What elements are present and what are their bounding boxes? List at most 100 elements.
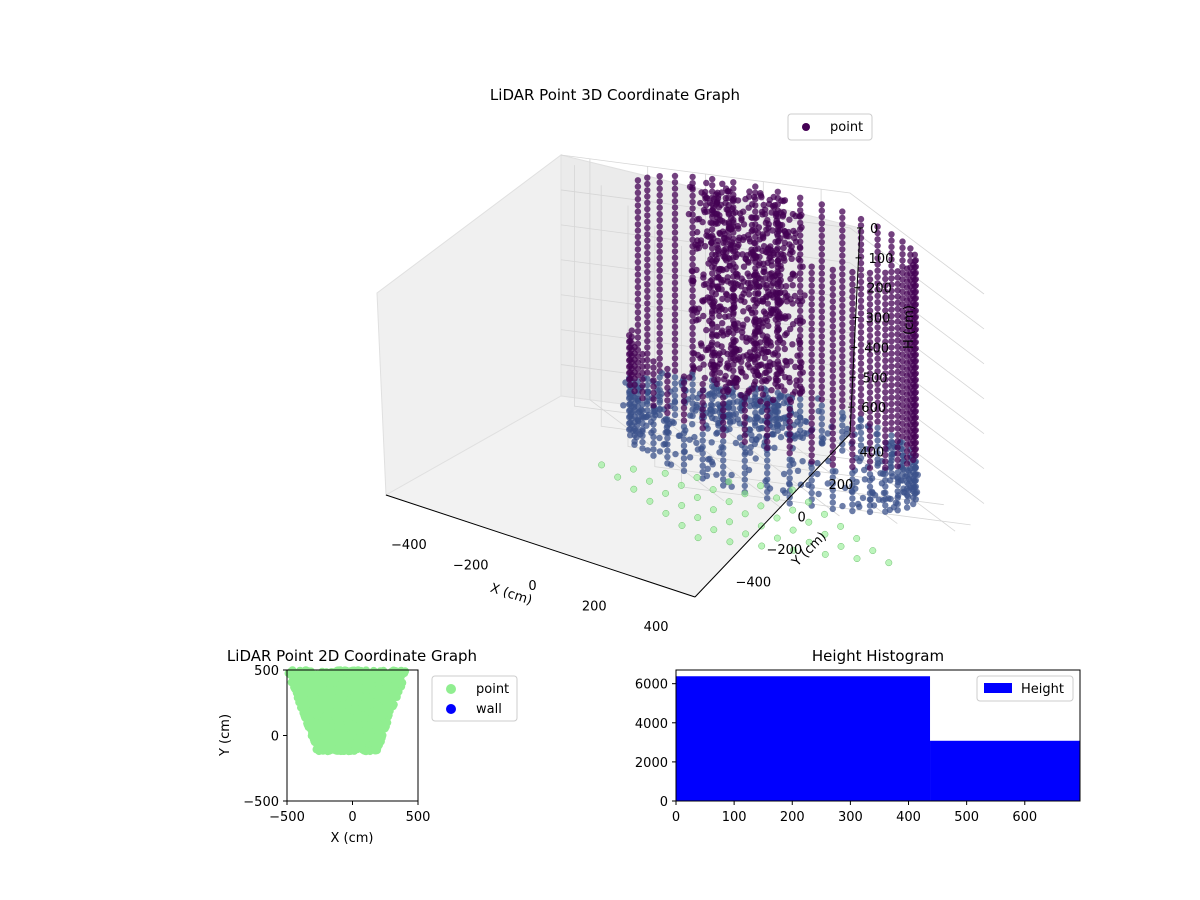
point-3d xyxy=(895,388,901,394)
y-tick-label: 0 xyxy=(660,795,668,810)
point-3d xyxy=(644,212,650,218)
point-3d xyxy=(720,394,726,400)
point-3d xyxy=(895,281,901,287)
point-3d xyxy=(702,189,708,195)
point-3d xyxy=(631,407,637,413)
floor-projection-point xyxy=(695,535,701,541)
point-3d xyxy=(764,407,770,413)
point-3d xyxy=(719,296,725,302)
point-3d xyxy=(764,413,770,419)
point-3d xyxy=(819,340,825,346)
point-3d xyxy=(739,369,745,375)
x-tick-label: 400 xyxy=(896,810,921,825)
point-3d xyxy=(809,264,815,270)
point-3d xyxy=(694,229,700,235)
point-3d xyxy=(904,448,910,454)
point-3d xyxy=(681,392,687,398)
point-2d xyxy=(301,706,309,714)
point-3d xyxy=(689,185,695,191)
point-3d xyxy=(635,190,641,196)
point-3d xyxy=(759,350,765,356)
point-3d xyxy=(895,457,901,463)
point-3d xyxy=(774,299,780,305)
point-3d xyxy=(650,396,656,402)
point-3d xyxy=(712,265,718,271)
point-2d xyxy=(370,671,378,679)
point-3d xyxy=(809,276,815,282)
point-3d xyxy=(696,216,702,222)
point-3d xyxy=(782,374,788,380)
point-3d xyxy=(657,198,663,204)
point-3d xyxy=(715,274,721,280)
point-3d xyxy=(644,219,650,225)
point-3d xyxy=(873,431,879,437)
point-3d xyxy=(895,495,901,501)
point-3d xyxy=(849,495,855,501)
point-3d xyxy=(809,282,815,288)
x-tick-label: −500 xyxy=(269,810,305,825)
point-3d xyxy=(650,383,656,389)
point-3d xyxy=(895,425,901,431)
point-3d xyxy=(895,450,901,456)
point-3d xyxy=(787,444,793,450)
point-3d xyxy=(720,438,726,444)
point-3d xyxy=(690,278,696,284)
point-3d xyxy=(899,257,905,263)
point-3d xyxy=(657,173,663,179)
point-3d xyxy=(874,393,880,399)
point-3d xyxy=(839,347,845,353)
point-3d xyxy=(777,394,783,400)
legend-label-point: point xyxy=(830,120,863,135)
point-3d xyxy=(904,486,910,492)
point-2d xyxy=(309,729,317,737)
point-3d xyxy=(798,386,804,392)
floor-projection-point xyxy=(758,523,764,529)
point-3d xyxy=(849,363,855,369)
point-3d xyxy=(758,385,764,391)
point-3d xyxy=(830,273,836,279)
point-3d xyxy=(867,389,873,395)
point-3d xyxy=(657,192,663,198)
point-3d xyxy=(895,438,901,444)
point-3d xyxy=(830,298,836,304)
point-3d xyxy=(754,272,760,278)
z-tick-label: 500 xyxy=(863,371,888,386)
z-tick-label: 600 xyxy=(861,401,886,416)
point-2d xyxy=(336,686,344,694)
point-3d xyxy=(753,455,759,461)
point-3d xyxy=(746,387,752,393)
point-3d xyxy=(681,436,687,442)
point-2d xyxy=(380,721,388,729)
point-3d xyxy=(644,344,650,350)
point-3d xyxy=(746,236,752,242)
point-3d xyxy=(910,350,916,356)
point-3d xyxy=(819,289,825,295)
point-3d xyxy=(809,326,815,332)
point-3d xyxy=(644,263,650,269)
point-3d xyxy=(875,460,881,466)
point-3d xyxy=(644,193,650,199)
point-3d xyxy=(681,449,687,455)
point-3d xyxy=(888,388,894,394)
point-3d xyxy=(830,386,836,392)
point-3d xyxy=(663,417,669,423)
point-3d xyxy=(888,376,894,382)
floor-projection-point xyxy=(679,502,685,508)
point-3d xyxy=(839,447,845,453)
point-3d xyxy=(650,453,656,459)
point-3d xyxy=(664,454,670,460)
legend-marker-wall xyxy=(446,704,456,714)
point-3d xyxy=(657,337,663,343)
point-3d xyxy=(910,388,916,394)
point-3d xyxy=(867,490,873,496)
point-3d xyxy=(731,196,737,202)
point-3d xyxy=(758,317,764,323)
point-3d xyxy=(809,452,815,458)
point-3d xyxy=(691,350,697,356)
point-3d xyxy=(657,249,663,255)
point-3d xyxy=(819,201,825,207)
point-3d xyxy=(714,381,720,387)
point-3d xyxy=(657,305,663,311)
point-3d xyxy=(819,384,825,390)
point-3d xyxy=(709,176,715,182)
